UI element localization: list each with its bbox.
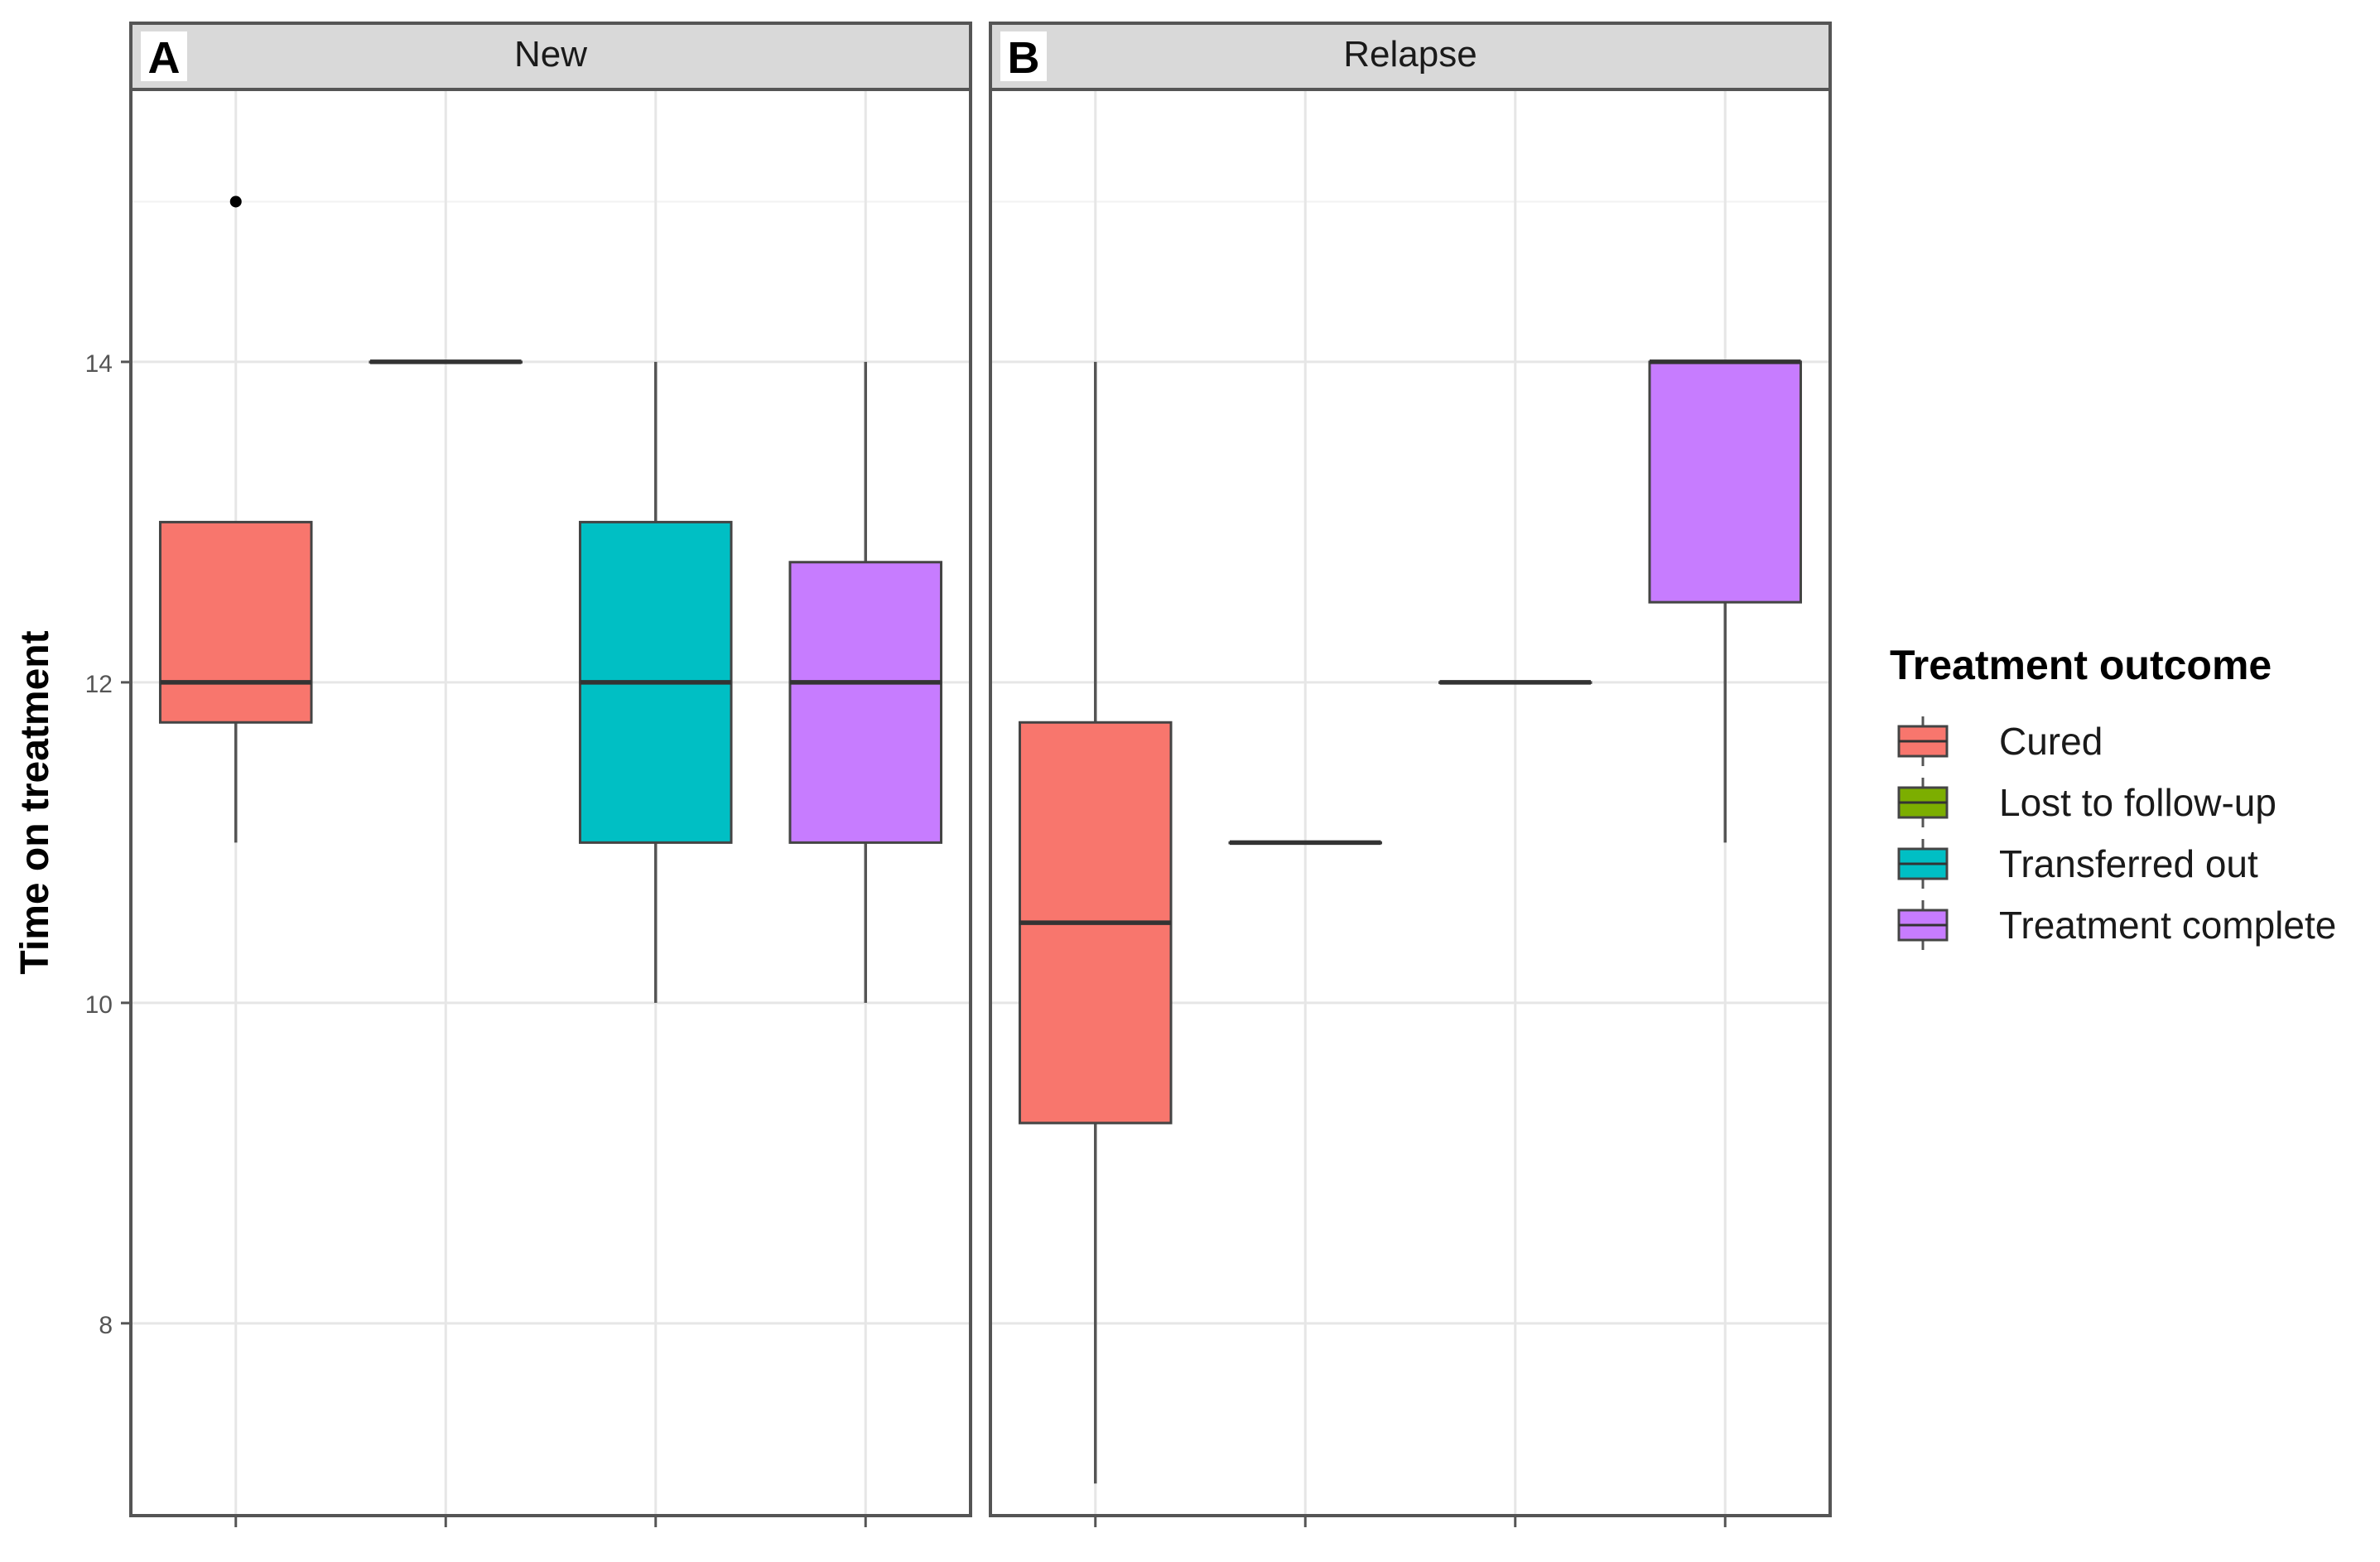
box-body: [1648, 360, 1803, 604]
box-body: [158, 520, 313, 724]
y-tick-label: 12: [85, 671, 113, 698]
panel-tag-background: [1000, 31, 1047, 81]
y-tick-label: 14: [85, 350, 113, 378]
y-axis-title: Time on treatment: [13, 630, 57, 974]
y-tick-label: 10: [85, 991, 113, 1019]
legend-title: Treatment outcome: [1890, 642, 2272, 688]
legend-label: Lost to follow-up: [1999, 781, 2276, 824]
facet-strip-label: New: [514, 34, 587, 75]
facet-strip: [989, 22, 1832, 91]
legend-label: Transferred out: [1999, 842, 2258, 885]
facet-strip-label: Relapse: [1343, 34, 1477, 75]
legend-label: Cured: [1999, 720, 2103, 763]
panel-tag: A: [148, 33, 181, 83]
facet-strip: [129, 22, 972, 91]
box-body: [788, 561, 943, 844]
y-tick-label: 8: [99, 1312, 113, 1339]
panel-tag-background: [141, 31, 187, 81]
box-outlier-point: [229, 195, 242, 208]
panel-tag: B: [1008, 33, 1040, 83]
legend-label: Treatment complete: [1999, 904, 2336, 947]
